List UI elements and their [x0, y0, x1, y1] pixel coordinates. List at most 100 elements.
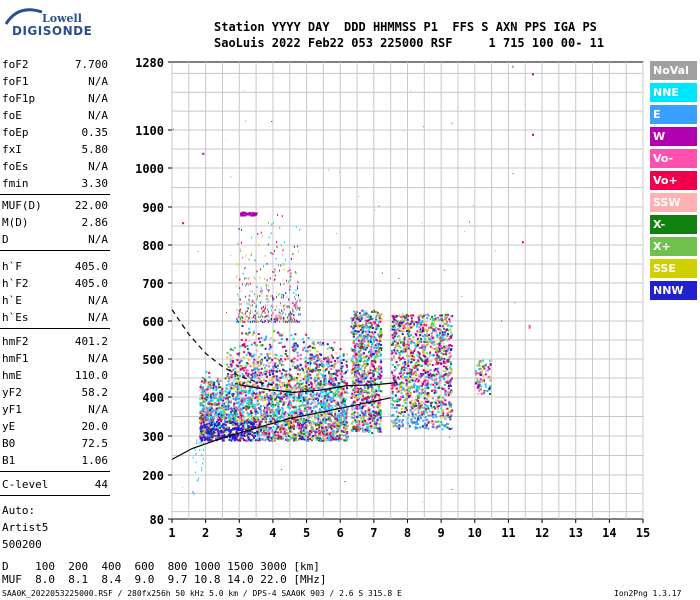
echo-point: [264, 439, 267, 442]
echo-point: [404, 408, 407, 411]
echo-point: [378, 318, 381, 321]
echo-point: [401, 404, 404, 407]
echo-point: [437, 399, 440, 402]
echo-point: [323, 415, 326, 418]
echo-point: [199, 435, 202, 438]
echo-point: [415, 387, 418, 390]
echo-point: [242, 398, 245, 401]
echo-point: [228, 406, 231, 409]
echo-point: [360, 379, 363, 382]
echo-point: [353, 333, 355, 336]
echo-point: [380, 354, 383, 357]
echo-point: [363, 404, 366, 407]
echo-point: [254, 383, 257, 386]
echo-point: [204, 411, 207, 414]
echo-point: [418, 336, 421, 339]
echo-point: [290, 334, 293, 337]
echo-point: [260, 428, 263, 431]
echo-point: [206, 411, 209, 414]
echo-point: [220, 414, 223, 417]
param-key: M(D): [2, 216, 29, 229]
echo-point: [255, 419, 258, 422]
echo-point: [337, 391, 340, 394]
echo-point: [313, 405, 316, 408]
echo-point: [235, 397, 238, 400]
echo-point: [258, 391, 261, 394]
echo-point: [316, 350, 319, 353]
echo-point: [206, 394, 209, 397]
echo-point: [252, 376, 255, 379]
echo-point: [435, 381, 438, 384]
echo-point: [431, 337, 434, 340]
echo-point: [243, 351, 246, 354]
echo-point: [375, 411, 378, 413]
echo-point: [411, 413, 414, 416]
echo-point: [314, 433, 317, 436]
echo-point: [245, 353, 248, 356]
echo-point: [252, 365, 255, 368]
echo-point: [337, 419, 339, 422]
echo-point: [227, 402, 230, 405]
echo-point: [327, 359, 330, 362]
echo-point: [318, 383, 320, 386]
echo-point: [321, 365, 324, 368]
echo-point: [332, 366, 335, 369]
echo-point: [432, 325, 435, 328]
echo-point: [340, 423, 343, 426]
echo-point: [376, 419, 379, 422]
echo-point: [276, 364, 279, 367]
echo-point: [346, 407, 349, 410]
echo-point: [307, 404, 310, 407]
echo-point: [374, 344, 377, 347]
echo-point: [298, 388, 301, 391]
echo-point: [286, 393, 289, 396]
echo-point: [379, 330, 381, 333]
echo-point: [359, 360, 362, 363]
echo-point: [290, 404, 293, 407]
echo-point: [398, 359, 401, 362]
echo-point: [415, 361, 418, 364]
echo-point: [215, 411, 217, 414]
echo-point: [363, 325, 366, 328]
echo-point: [324, 434, 327, 437]
echo-point: [330, 383, 333, 386]
echo-point: [211, 409, 214, 412]
echo-point: [236, 359, 239, 362]
echo-point: [216, 413, 219, 416]
param-value: N/A: [88, 233, 108, 246]
echo-point: [337, 413, 340, 415]
echo-point: [425, 344, 428, 347]
echo-point: [275, 379, 278, 382]
echo-point: [199, 401, 202, 404]
echo-point: [325, 408, 328, 411]
echo-point: [215, 387, 218, 390]
echo-point: [241, 390, 244, 392]
echo-point: [298, 409, 301, 412]
echo-point: [326, 418, 329, 421]
echo-point: [375, 346, 378, 349]
echo-point: [324, 402, 327, 405]
echo-point: [344, 411, 347, 414]
echo-point: [331, 422, 334, 424]
echo-point: [426, 385, 429, 388]
legend-item-x: X+: [650, 237, 697, 256]
echo-point: [211, 419, 214, 422]
echo-point: [378, 430, 381, 433]
echo-point: [366, 428, 369, 430]
echo-point: [371, 386, 374, 389]
echo-point: [258, 437, 261, 440]
echo-point: [331, 378, 334, 380]
echo-point: [271, 359, 274, 361]
echo-point: [310, 359, 313, 361]
echo-point: [293, 385, 296, 388]
echo-point: [315, 354, 318, 357]
echo-point: [405, 375, 408, 378]
echo-point: [272, 379, 275, 382]
echo-point: [296, 351, 299, 354]
echo-point: [333, 424, 335, 427]
echo-point: [413, 350, 416, 352]
param-yf2: yF2 58.2: [2, 384, 108, 401]
echo-point: [224, 390, 227, 393]
echo-point: [266, 413, 269, 416]
echo-point: [376, 342, 378, 345]
